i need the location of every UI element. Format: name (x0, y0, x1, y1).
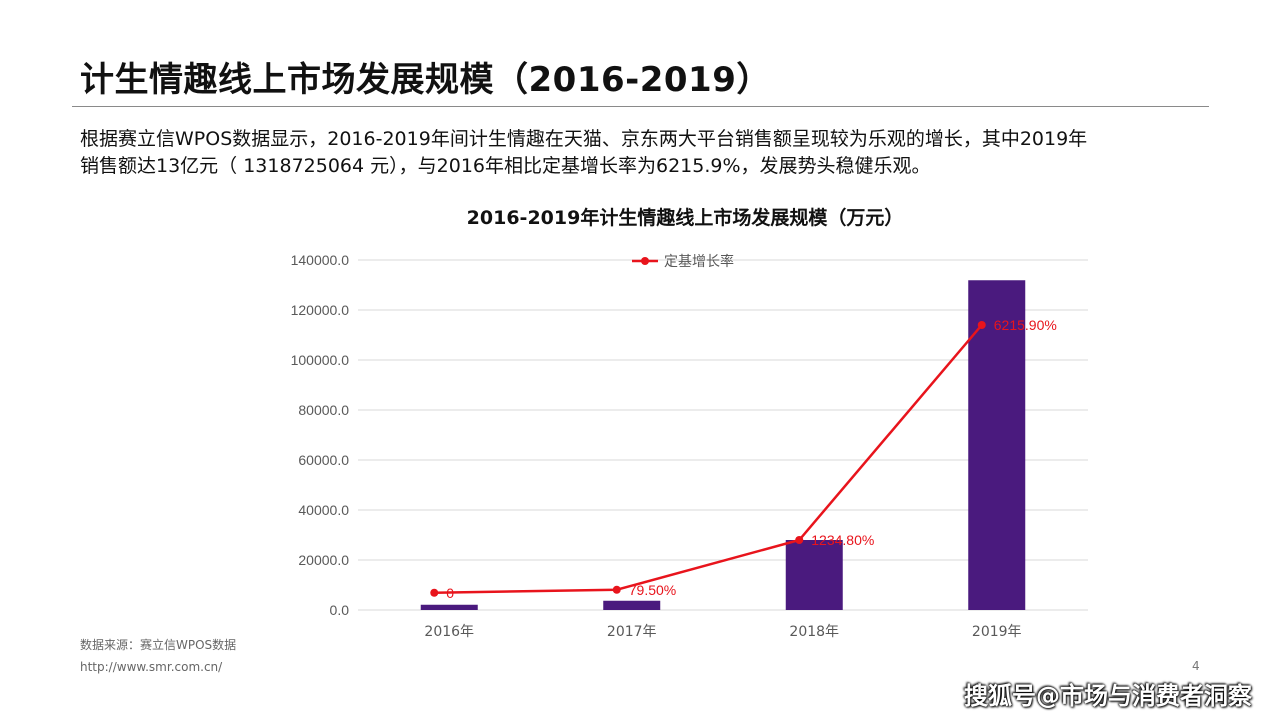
chart-title: 2016-2019年计生情趣线上市场发展规模（万元） (466, 207, 904, 229)
x-tick-label: 2016年 (424, 624, 474, 640)
x-tick-label: 2017年 (607, 624, 657, 640)
bar (420, 604, 478, 610)
watermark: 搜狐号@市场与消费者洞察 (964, 682, 1252, 710)
y-tick-label: 0.0 (330, 602, 350, 618)
source-url[interactable]: http://www.smr.com.cn/ (80, 660, 223, 674)
description: 根据赛立信WPOS数据显示，2016-2019年间计生情趣在天猫、京东两大平台销… (80, 126, 1210, 180)
growth-line (434, 324, 983, 594)
description-line-2: 销售额达13亿元（ 1318725064 元），与2016年相比定基增长率为62… (80, 155, 931, 177)
y-tick-label: 60000.0 (298, 452, 349, 468)
bar (968, 280, 1026, 610)
y-tick-label: 100000.0 (291, 352, 350, 368)
bar (785, 540, 843, 610)
page-number: 4 (1192, 659, 1200, 673)
line-point (795, 536, 804, 544)
data-label: 1234.80% (811, 532, 874, 548)
y-tick-label: 80000.0 (298, 402, 349, 418)
description-line-1: 根据赛立信WPOS数据显示，2016-2019年间计生情趣在天猫、京东两大平台销… (80, 128, 1088, 150)
line-point (430, 588, 439, 597)
x-tick-label: 2018年 (789, 624, 839, 640)
bar (603, 600, 661, 610)
title-divider (72, 106, 1209, 107)
source-note: 数据来源：赛立信WPOS数据 (80, 638, 237, 652)
data-label: 6215.90% (994, 317, 1057, 333)
x-tick-label: 2019年 (972, 624, 1022, 640)
page-title: 计生情趣线上市场发展规模（2016-2019） (80, 60, 771, 100)
y-tick-label: 40000.0 (298, 502, 349, 518)
y-tick-label: 140000.0 (291, 252, 350, 268)
legend-marker (641, 257, 649, 265)
legend-label: 定基增长率 (664, 253, 734, 270)
line-point (612, 585, 621, 594)
data-label: 79.50% (629, 582, 676, 598)
y-tick-label: 20000.0 (298, 552, 349, 568)
y-tick-label: 120000.0 (291, 302, 350, 318)
line-point (977, 321, 986, 329)
data-label: 0 (446, 585, 454, 601)
